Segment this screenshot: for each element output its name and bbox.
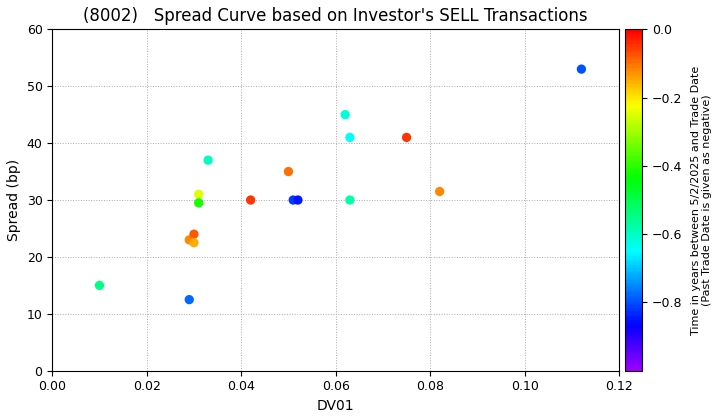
- Point: [576, 66, 588, 73]
- Point: [339, 111, 351, 118]
- Point: [193, 191, 204, 198]
- Point: [287, 197, 299, 203]
- Y-axis label: Time in years between 5/2/2025 and Trade Date
(Past Trade Date is given as negat: Time in years between 5/2/2025 and Trade…: [690, 66, 712, 335]
- Point: [184, 236, 195, 243]
- Point: [188, 231, 199, 238]
- X-axis label: DV01: DV01: [317, 399, 354, 413]
- Point: [193, 200, 204, 206]
- Point: [202, 157, 214, 163]
- Title: (8002)   Spread Curve based on Investor's SELL Transactions: (8002) Spread Curve based on Investor's …: [84, 7, 588, 25]
- Point: [94, 282, 105, 289]
- Point: [245, 197, 256, 203]
- Point: [344, 134, 356, 141]
- Point: [434, 188, 446, 195]
- Point: [283, 168, 294, 175]
- Y-axis label: Spread (bp): Spread (bp): [7, 159, 21, 241]
- Point: [184, 296, 195, 303]
- Point: [292, 197, 304, 203]
- Point: [344, 197, 356, 203]
- Point: [188, 239, 199, 246]
- Point: [401, 134, 413, 141]
